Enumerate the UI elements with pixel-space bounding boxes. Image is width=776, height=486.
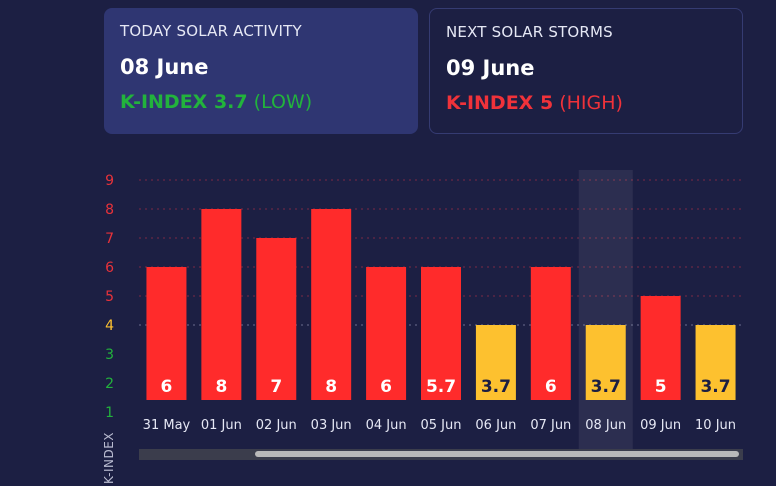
x-tick-label: 07 Jun: [530, 418, 571, 433]
bar: [311, 209, 352, 400]
x-tick-label: 06 Jun: [475, 418, 516, 433]
x-tick-label: 03 Jun: [311, 418, 352, 433]
today-activity-card: TODAY SOLAR ACTIVITY 08 June K-INDEX 3.7…: [104, 8, 418, 134]
next-card-title: NEXT SOLAR STORMS: [446, 23, 613, 41]
bar-value-label: 8: [215, 377, 227, 397]
x-tick-label: 08 Jun: [585, 418, 626, 433]
today-card-date: 08 June: [120, 55, 209, 79]
bar-value-label: 7: [270, 377, 282, 397]
x-tick-label: 01 Jun: [201, 418, 242, 433]
y-tick-label: 5: [105, 289, 114, 305]
y-tick-label: 9: [105, 173, 114, 189]
chart-highlight: [578, 170, 633, 450]
y-axis-label: K-INDEX: [102, 432, 116, 484]
chart-bars: 6 8 7 8 6 5.7 3.7 6 3.7 5 3.7: [146, 209, 736, 400]
today-card-title: TODAY SOLAR ACTIVITY: [120, 22, 302, 40]
bar-value-label: 5: [655, 377, 667, 397]
y-tick-label: 8: [105, 202, 114, 218]
bar: [695, 325, 736, 400]
x-tick-label: 09 Jun: [640, 418, 681, 433]
today-k-level: (LOW): [253, 91, 313, 113]
y-axis-ticks: 1 2 3 4 5 6 7 8 9: [105, 173, 114, 421]
y-tick-label: 4: [105, 318, 114, 334]
next-k-value: K-INDEX 5: [446, 92, 554, 114]
k-index-bar-chart: 6 8 7 8 6 5.7 3.7 6 3.7 5 3.7 1 2 3 4 5 6 7 8 9 31 May 01 J…: [105, 170, 743, 450]
x-tick-label: 02 Jun: [256, 418, 297, 433]
bar-value-label: 6: [161, 377, 173, 397]
bar: [146, 267, 187, 400]
y-tick-label: 3: [105, 347, 114, 363]
y-tick-label: 2: [105, 376, 114, 392]
bar: [585, 325, 626, 400]
y-tick-label: 6: [105, 260, 114, 276]
next-k-level: (HIGH): [559, 92, 623, 114]
bar: [421, 267, 461, 400]
next-storms-card[interactable]: NEXT SOLAR STORMS 09 June K-INDEX 5 (HIG…: [429, 8, 743, 134]
bar-value-label: 3.7: [591, 377, 621, 397]
x-tick-label: 10 Jun: [695, 418, 736, 433]
bar-value-label: 6: [545, 377, 557, 397]
y-tick-label: 7: [105, 231, 114, 247]
next-card-date: 09 June: [446, 56, 535, 80]
y-tick-label: 1: [105, 405, 114, 421]
bar: [256, 238, 297, 400]
bar-value-label: 6: [380, 377, 392, 397]
today-k-index: K-INDEX 3.7 (LOW): [120, 91, 402, 113]
bar: [530, 267, 571, 400]
bar-value-label: 8: [325, 377, 337, 397]
x-tick-label: 05 Jun: [421, 418, 462, 433]
bar: [201, 209, 242, 400]
x-axis-ticks: 31 May 01 Jun 02 Jun 03 Jun 04 Jun 05 Jun 06 J…: [143, 418, 736, 433]
bar: [366, 267, 407, 400]
x-tick-label: 04 Jun: [366, 418, 407, 433]
today-k-value: K-INDEX 3.7: [120, 91, 248, 113]
bar: [475, 325, 516, 400]
bar: [640, 296, 681, 400]
bar-value-label: 5.7: [426, 377, 456, 397]
bar-value-label: 3.7: [481, 377, 511, 397]
x-tick-label: 31 May: [143, 418, 191, 433]
next-k-index: K-INDEX 5 (HIGH): [446, 92, 726, 114]
highlight-column: [578, 170, 633, 450]
bar-value-label: 3.7: [700, 377, 730, 397]
chart-scrollbar-thumb[interactable]: [255, 451, 739, 457]
